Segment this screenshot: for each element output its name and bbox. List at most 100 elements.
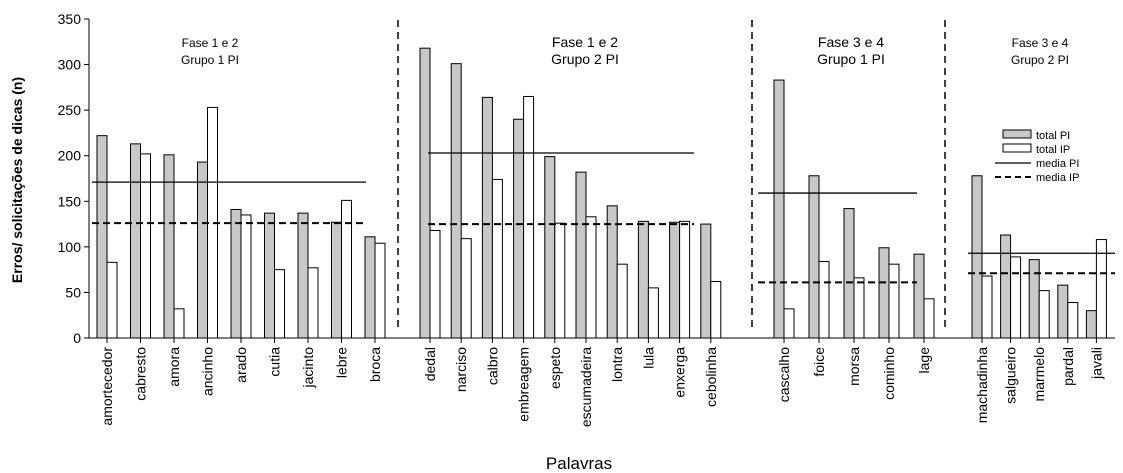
legend-swatch-total-pi xyxy=(1002,129,1032,139)
x-tick-label: cutia xyxy=(267,347,283,377)
bar-total-ip xyxy=(491,178,503,339)
bar-total-pi xyxy=(1028,259,1040,339)
bar-total-pi xyxy=(197,161,208,339)
bar-total-ip xyxy=(1010,256,1022,339)
x-tick-label: lebre xyxy=(334,347,350,378)
axes: 0 50 100 150 200 250 300 350 xyxy=(58,11,1115,346)
group-label: Grupo 1 PI xyxy=(181,53,239,67)
x-tick-label: broca xyxy=(367,347,383,382)
bar-total-pi xyxy=(163,154,175,339)
y-tick-label: 50 xyxy=(65,284,81,300)
bar-total-pi xyxy=(700,223,712,339)
x-tick-label: amora xyxy=(166,347,182,387)
bar-total-pi xyxy=(297,212,309,339)
labels: amortecedor cabresto amora ancinho arado cuti… xyxy=(99,34,1104,427)
legend-label: media PI xyxy=(1036,158,1079,170)
group-label: Fase 1 e 2 xyxy=(552,34,618,50)
bar-total-pi xyxy=(575,171,587,339)
y-tick-label: 100 xyxy=(58,239,82,255)
x-tick-label: pardal xyxy=(1060,347,1076,386)
bar-total-pi xyxy=(513,118,525,339)
bar-total-pi xyxy=(808,175,820,339)
bar-total-ip xyxy=(1067,301,1079,339)
bar-total-pi xyxy=(913,253,925,339)
bar-total-ip xyxy=(981,275,993,339)
bar-total-ip xyxy=(460,238,472,339)
bar-total-pi xyxy=(264,212,275,339)
bar-total-ip xyxy=(274,269,285,339)
bar-total-ip xyxy=(554,222,566,339)
y-tick-label: 150 xyxy=(58,193,82,209)
bar-total-ip xyxy=(341,199,352,339)
bar-total-pi xyxy=(773,79,785,339)
bar-total-pi xyxy=(843,208,855,339)
y-axis-label: Erros/ solicitações de dicas (n) xyxy=(9,77,25,283)
x-tick-label: amortecedor xyxy=(99,347,115,426)
legend-swatch-total-ip xyxy=(1002,143,1032,153)
y-tick-label: 0 xyxy=(73,330,81,346)
bar-total-ip xyxy=(818,260,830,339)
x-tick-label: dedal xyxy=(422,347,438,381)
bar-total-pi xyxy=(637,220,649,339)
bar-total-ip xyxy=(429,229,441,339)
bar-total-pi xyxy=(878,247,890,339)
bar-total-pi xyxy=(1085,310,1097,339)
bar-total-pi xyxy=(230,208,242,339)
x-tick-label: calbro xyxy=(484,347,500,385)
x-tick-label: arado xyxy=(233,347,249,383)
bar-total-ip xyxy=(710,280,722,339)
bar-total-pi xyxy=(971,175,983,339)
x-tick-label: foice xyxy=(811,347,827,377)
bar-total-ip xyxy=(853,277,865,339)
legend: total PI total IP media PI media IP xyxy=(995,129,1079,184)
y-tick-label: 350 xyxy=(58,11,82,27)
bar-total-pi xyxy=(1000,234,1012,339)
x-tick-label: lontra xyxy=(609,347,625,382)
bar-total-ip xyxy=(106,261,118,339)
bar-total-pi xyxy=(1057,284,1069,339)
bar-total-ip xyxy=(1095,239,1107,339)
x-axis-label: Palavras xyxy=(546,454,612,473)
bar-total-ip xyxy=(679,220,691,339)
bar-total-ip xyxy=(307,267,319,339)
y-tick-label: 250 xyxy=(58,102,82,118)
x-tick-label: cascalho xyxy=(776,347,792,402)
group-label: Grupo 2 PI xyxy=(1011,53,1069,67)
x-tick-label: morsa xyxy=(846,347,862,386)
mean-lines xyxy=(92,152,1115,284)
bar-total-ip xyxy=(585,216,597,339)
bar-total-ip xyxy=(140,153,151,339)
y-tick-label: 300 xyxy=(58,57,82,73)
group-label: Fase 1 e 2 xyxy=(182,36,239,50)
x-tick-label: narciso xyxy=(453,347,469,392)
x-tick-label: marmelo xyxy=(1031,347,1047,402)
bar-total-pi xyxy=(481,96,493,339)
bar-total-ip xyxy=(374,242,386,339)
bar-total-ip xyxy=(923,298,935,339)
bar-total-pi xyxy=(544,156,556,339)
bar-total-ip xyxy=(240,214,252,339)
x-tick-label: cominho xyxy=(881,347,897,400)
bar-total-pi xyxy=(606,205,618,339)
x-tick-label: javali xyxy=(1088,347,1104,380)
x-tick-label: lage xyxy=(916,347,932,374)
y-tick-label: 200 xyxy=(58,148,82,164)
bar-total-pi xyxy=(130,143,141,339)
bar-total-ip xyxy=(616,263,628,339)
bar-total-ip xyxy=(1038,290,1050,339)
group-label: Grupo 1 PI xyxy=(817,51,885,67)
bar-total-pi xyxy=(450,63,462,339)
bar-total-ip xyxy=(647,287,659,339)
bar-total-ip xyxy=(523,95,535,339)
x-tick-label: machadinha xyxy=(974,347,990,423)
bar-total-pi xyxy=(419,47,431,339)
bar-total-pi xyxy=(96,135,108,339)
x-tick-label: escumadeira xyxy=(578,347,594,427)
x-tick-label: cabresto xyxy=(133,347,149,401)
bar-total-ip xyxy=(888,263,900,339)
group-label: Grupo 2 PI xyxy=(551,51,619,67)
bar-total-ip xyxy=(783,308,795,339)
group-label: Fase 3 e 4 xyxy=(818,34,884,50)
legend-label: total PI xyxy=(1036,130,1070,142)
